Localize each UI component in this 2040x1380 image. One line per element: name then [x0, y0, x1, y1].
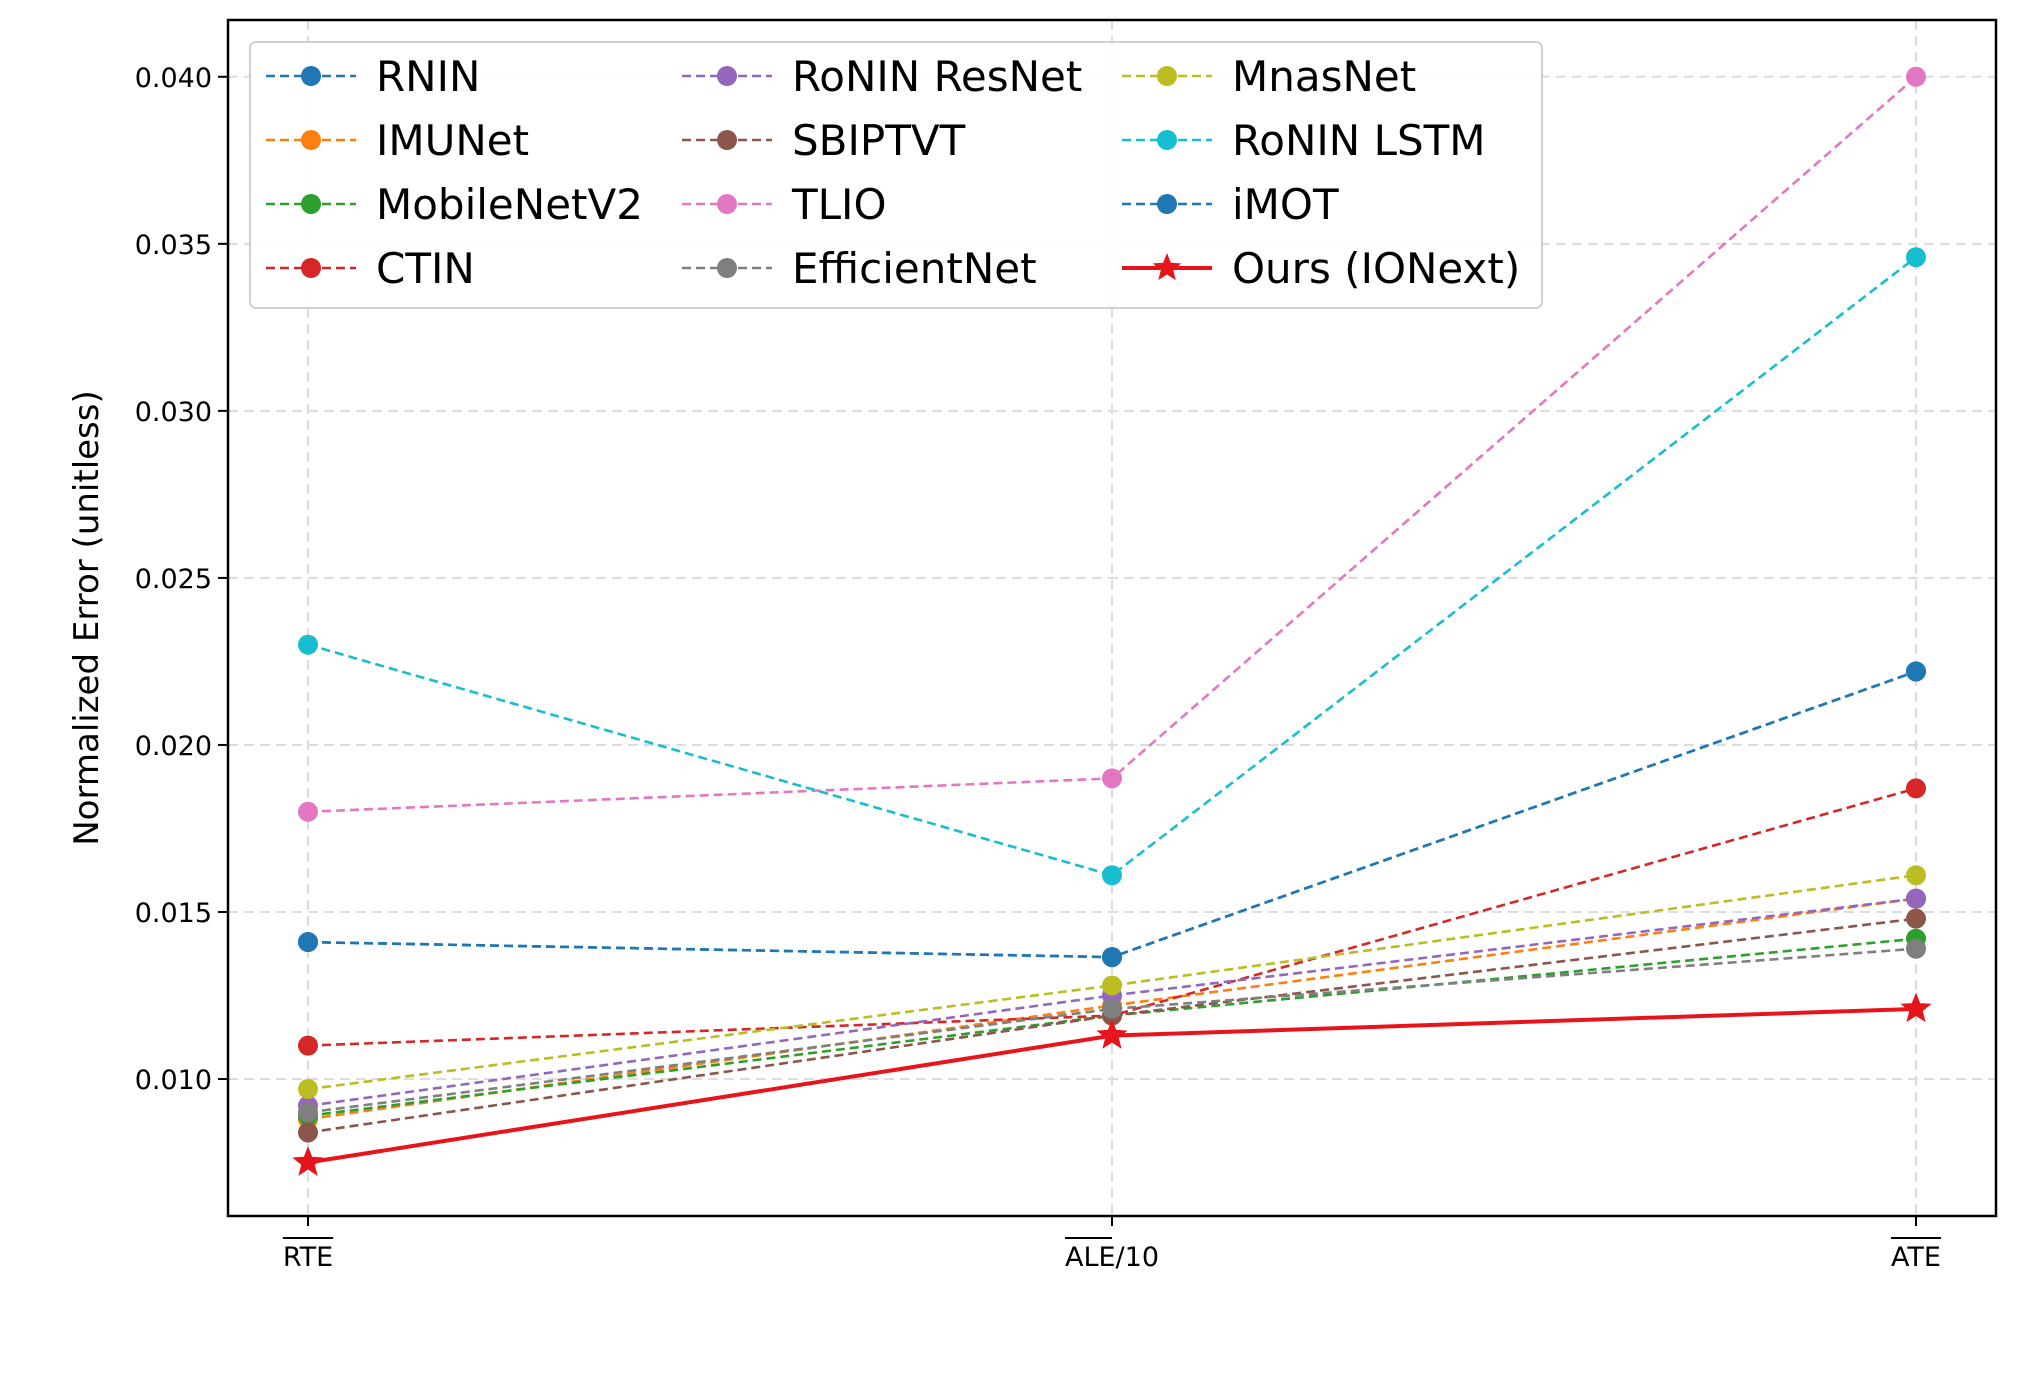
legend-label: SBIPTVT [792, 116, 966, 165]
data-point [1900, 992, 1932, 1023]
data-point [1906, 865, 1926, 886]
y-tick-label: 0.040 [135, 63, 212, 94]
series-mnasnet [298, 865, 1926, 1100]
series-line [307, 256, 1917, 877]
series-ronin-lstm [298, 247, 1926, 886]
legend-label: IMUNet [376, 116, 529, 165]
series-ours-ionext [292, 992, 1932, 1176]
legend-marker [1157, 66, 1177, 86]
data-point [298, 634, 318, 655]
data-point [298, 1122, 318, 1143]
legend-entry: EfficientNet [682, 244, 1037, 293]
series-imot [298, 661, 1926, 968]
legend-entry: MnasNet [1122, 52, 1416, 101]
legend-label: Ours (IONext) [1232, 244, 1520, 293]
data-point [298, 1079, 318, 1100]
legend-marker [1157, 130, 1177, 150]
data-point [1906, 908, 1926, 929]
series-tlio [298, 66, 1926, 822]
legend-marker [301, 66, 321, 86]
data-point [1906, 778, 1926, 799]
x-tick-label: ATE [1891, 1242, 1941, 1273]
series-line [307, 897, 1917, 1108]
data-point [1906, 247, 1926, 268]
legend-entry: SBIPTVT [682, 116, 966, 165]
data-point [298, 801, 318, 822]
legend-marker [717, 194, 737, 214]
legend-entry: RoNIN ResNet [682, 52, 1082, 101]
legend-marker [717, 66, 737, 86]
legend: RNIN IMUNet MobileNetV2 CTIN RoNIN ResNet SBI… [249, 41, 1543, 309]
data-point [1102, 865, 1122, 886]
series-layer [292, 66, 1932, 1176]
legend-marker [1152, 253, 1182, 281]
y-tick-label: 0.015 [135, 898, 212, 929]
series-line [307, 873, 1917, 1091]
data-point [1102, 998, 1122, 1019]
data-point [1102, 975, 1122, 996]
legend-marker [301, 130, 321, 150]
data-point [1906, 938, 1926, 959]
x-tick-label: RTE [283, 1242, 333, 1273]
legend-marker [301, 194, 321, 214]
x-axis: RTE ALE/10 ATE [282, 1216, 1941, 1273]
data-point [292, 1146, 324, 1176]
y-tick-label: 0.020 [135, 731, 212, 762]
data-point [1102, 947, 1122, 968]
legend-entry: IMUNet [266, 116, 529, 165]
x-tick-label: ALE/10 [1065, 1242, 1159, 1273]
data-point [298, 1035, 318, 1056]
legend-entry: TLIO [682, 180, 887, 229]
legend-entry: MobileNetV2 [266, 180, 643, 229]
y-tick-label: 0.010 [135, 1065, 212, 1096]
data-point [1906, 888, 1926, 909]
legend-label: MobileNetV2 [376, 180, 643, 229]
legend-label: iMOT [1232, 180, 1339, 229]
legend-entry: RoNIN LSTM [1122, 116, 1486, 165]
legend-label: TLIO [791, 180, 887, 229]
legend-marker [717, 130, 737, 150]
series-line [307, 937, 1917, 1118]
legend-entry: RNIN [266, 52, 480, 101]
legend-entry: iMOT [1122, 180, 1339, 229]
legend-label: RoNIN ResNet [792, 52, 1082, 101]
y-axis-label: Normalized Error (unitless) [67, 390, 107, 846]
series-line [307, 947, 1917, 1114]
data-point [1096, 1019, 1128, 1049]
y-tick-label: 0.025 [135, 564, 212, 595]
legend-label: RNIN [376, 52, 480, 101]
legend-box [249, 41, 1543, 309]
y-tick-label: 0.030 [135, 397, 212, 428]
data-point [1102, 768, 1122, 789]
legend-label: MnasNet [1232, 52, 1416, 101]
legend-marker [717, 258, 737, 278]
legend-marker [1157, 194, 1177, 214]
data-point [298, 932, 318, 953]
legend-label: EfficientNet [792, 244, 1037, 293]
legend-entry: Ours (IONext) [1122, 244, 1520, 293]
legend-marker [301, 258, 321, 278]
legend-label: CTIN [376, 244, 475, 293]
data-point [298, 1102, 318, 1123]
y-tick-label: 0.035 [135, 230, 212, 261]
data-point [1906, 66, 1926, 87]
series-efficientnet [298, 938, 1926, 1123]
legend-label: RoNIN LSTM [1232, 116, 1486, 165]
y-axis: 0.010 0.015 0.020 0.025 0.030 0.035 0.040 [135, 63, 228, 1096]
legend-entry: CTIN [266, 244, 475, 293]
data-point [1906, 661, 1926, 682]
